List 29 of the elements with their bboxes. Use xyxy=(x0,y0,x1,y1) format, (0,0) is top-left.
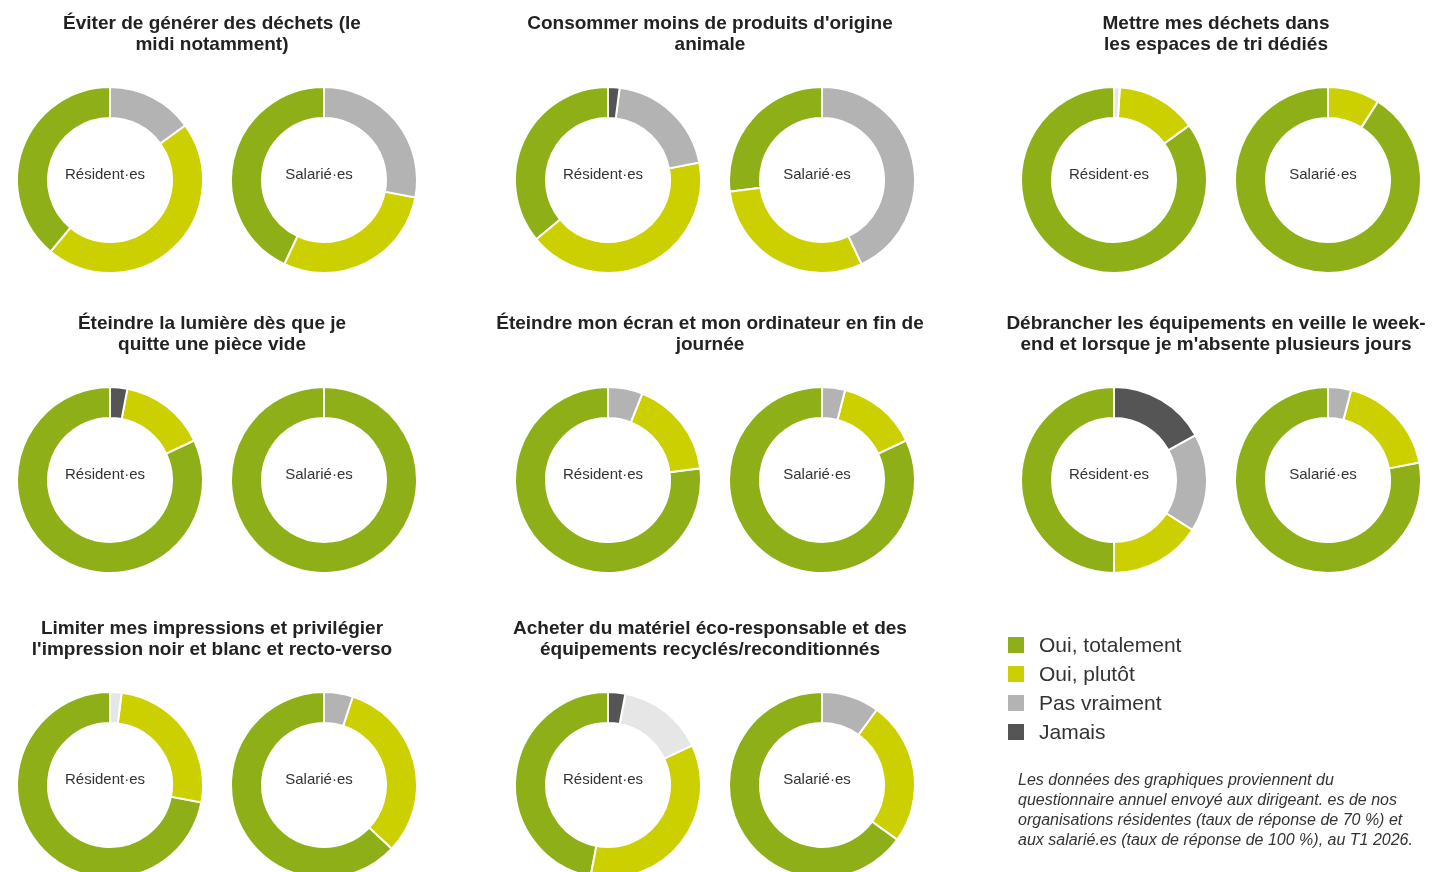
slice-label: Résident·es xyxy=(1067,165,1150,182)
slice-label: Salarié·es xyxy=(782,165,852,182)
slice-label: Résident·es xyxy=(561,465,644,482)
chart-title: Éviter de générer des déchets (le midi notamment) xyxy=(62,12,362,54)
slice-label: Résident·es xyxy=(561,770,644,787)
slice-label: Résident·es xyxy=(561,165,644,182)
slice-label: Salarié·es xyxy=(284,770,354,787)
slice-label: Salarié·es xyxy=(782,770,852,787)
chart-title: Mettre mes déchets dans les espaces de tri dédiés xyxy=(1101,12,1331,54)
chart-title: Débrancher les équipements en veille le week-end et lorsque je m'absente plusieurs jours xyxy=(1005,312,1427,354)
slice-label: Salarié·es xyxy=(782,465,852,482)
slice-label: Résident·es xyxy=(1067,465,1150,482)
legend-label: Oui, plutôt xyxy=(1038,660,1136,687)
chart-title: Acheter du matériel éco-responsable et des équipements recyclés/reconditionnés xyxy=(512,617,908,659)
legend-label: Oui, totalement xyxy=(1038,631,1183,658)
slice-label: Salarié·es xyxy=(284,465,354,482)
slice-label: Résident·es xyxy=(63,165,146,182)
legend-label: Jamais xyxy=(1038,718,1107,745)
slice-label: Résident·es xyxy=(63,465,146,482)
slice-label: Salarié·es xyxy=(1288,165,1358,182)
slice-label: Salarié·es xyxy=(1288,465,1358,482)
slice-label: Salarié·es xyxy=(284,165,354,182)
chart-title: Éteindre mon écran et mon ordinateur en fin de journée xyxy=(495,312,925,354)
chart-title: Limiter mes impressions et privilégier l'impression noir et blanc et recto-verso xyxy=(30,617,394,659)
chart-title: Consommer moins de produits d'origine animale xyxy=(526,12,894,54)
slice-label: Résident·es xyxy=(63,770,146,787)
text: Les données des graphiques proviennent du questionnaire annuel envoyé aux dirigeant. es de nos organisations résidentes (taux de réponse de 70 %) et aux salarié.es (taux de réponse de 100 %), au T1 2026. xyxy=(1018,770,1414,850)
chart-title: Éteindre la lumière dès que je quitte une pièce vide xyxy=(76,312,348,354)
legend-label: Pas vraiment xyxy=(1038,689,1163,716)
